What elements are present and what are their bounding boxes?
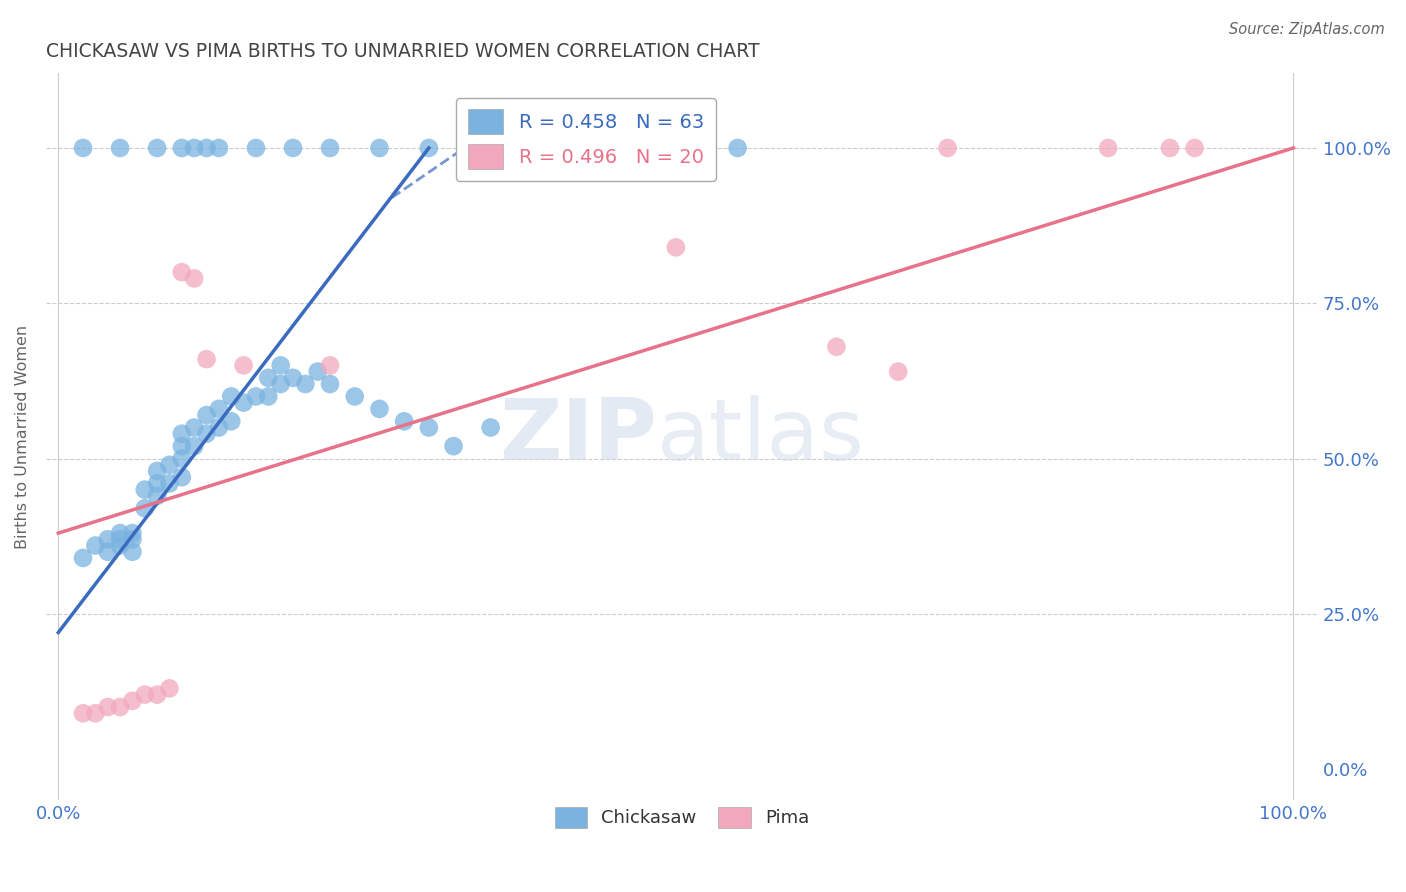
Point: [183, 439, 205, 453]
Point: [689, 141, 711, 155]
Point: [257, 389, 280, 403]
Point: [541, 141, 564, 155]
Point: [97, 545, 120, 559]
Point: [72, 141, 94, 155]
Point: [195, 141, 218, 155]
Point: [307, 365, 329, 379]
Point: [208, 141, 231, 155]
Point: [368, 401, 391, 416]
Point: [170, 451, 193, 466]
Point: [195, 408, 218, 422]
Point: [232, 359, 254, 373]
Point: [170, 426, 193, 441]
Y-axis label: Births to Unmarried Women: Births to Unmarried Women: [15, 325, 30, 549]
Point: [245, 141, 267, 155]
Point: [108, 539, 131, 553]
Point: [219, 389, 242, 403]
Point: [270, 359, 292, 373]
Point: [232, 395, 254, 409]
Text: Source: ZipAtlas.com: Source: ZipAtlas.com: [1229, 22, 1385, 37]
Point: [84, 539, 107, 553]
Point: [170, 470, 193, 484]
Point: [134, 688, 156, 702]
Point: [84, 706, 107, 721]
Text: ZIP: ZIP: [499, 395, 657, 478]
Point: [479, 141, 502, 155]
Point: [294, 377, 316, 392]
Point: [121, 545, 143, 559]
Legend: Chickasaw, Pima: Chickasaw, Pima: [547, 799, 817, 835]
Point: [195, 352, 218, 367]
Point: [887, 365, 910, 379]
Point: [195, 426, 218, 441]
Point: [418, 420, 440, 434]
Point: [343, 389, 366, 403]
Point: [825, 340, 848, 354]
Point: [97, 533, 120, 547]
Point: [665, 141, 688, 155]
Point: [257, 371, 280, 385]
Point: [108, 700, 131, 714]
Point: [1184, 141, 1206, 155]
Text: atlas: atlas: [657, 395, 865, 478]
Point: [319, 359, 342, 373]
Point: [1097, 141, 1119, 155]
Point: [134, 501, 156, 516]
Point: [368, 141, 391, 155]
Point: [146, 476, 169, 491]
Point: [146, 464, 169, 478]
Point: [936, 141, 959, 155]
Point: [281, 371, 304, 385]
Point: [72, 551, 94, 566]
Point: [208, 401, 231, 416]
Point: [146, 141, 169, 155]
Point: [319, 377, 342, 392]
Point: [159, 476, 181, 491]
Point: [1159, 141, 1181, 155]
Point: [319, 141, 342, 155]
Point: [97, 700, 120, 714]
Point: [121, 526, 143, 541]
Point: [170, 439, 193, 453]
Point: [134, 483, 156, 497]
Point: [616, 141, 638, 155]
Point: [108, 533, 131, 547]
Point: [108, 141, 131, 155]
Point: [121, 533, 143, 547]
Point: [108, 526, 131, 541]
Point: [208, 420, 231, 434]
Point: [159, 681, 181, 696]
Point: [146, 489, 169, 503]
Point: [72, 706, 94, 721]
Point: [392, 414, 415, 428]
Point: [183, 271, 205, 285]
Point: [159, 458, 181, 472]
Point: [443, 439, 465, 453]
Point: [183, 141, 205, 155]
Point: [281, 141, 304, 155]
Point: [170, 265, 193, 279]
Point: [479, 420, 502, 434]
Point: [170, 141, 193, 155]
Point: [219, 414, 242, 428]
Point: [183, 420, 205, 434]
Point: [121, 694, 143, 708]
Point: [270, 377, 292, 392]
Point: [727, 141, 749, 155]
Point: [146, 688, 169, 702]
Text: CHICKASAW VS PIMA BIRTHS TO UNMARRIED WOMEN CORRELATION CHART: CHICKASAW VS PIMA BIRTHS TO UNMARRIED WO…: [46, 42, 759, 61]
Point: [418, 141, 440, 155]
Point: [245, 389, 267, 403]
Point: [665, 240, 688, 254]
